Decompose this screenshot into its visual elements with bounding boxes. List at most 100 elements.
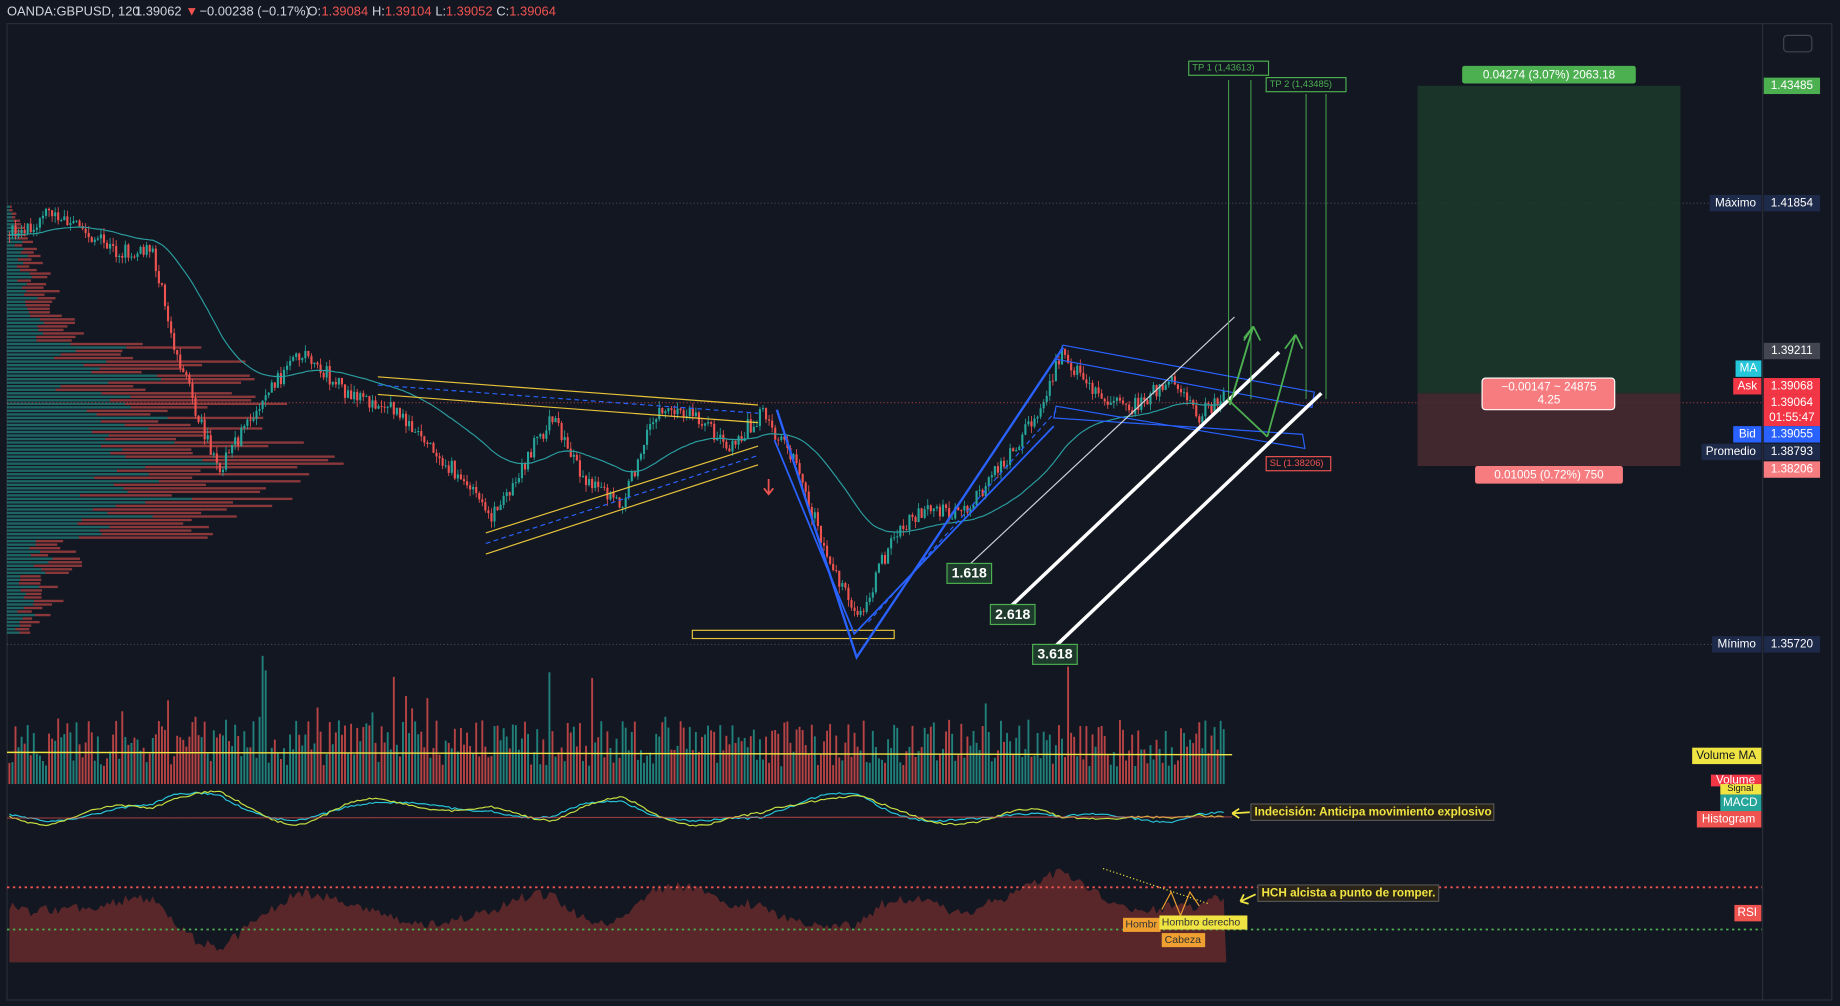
candle-body <box>713 423 716 441</box>
volume-bar <box>90 732 93 785</box>
volume-bar <box>319 731 322 785</box>
volume-profile-row <box>7 370 92 374</box>
volume-profile-row <box>21 286 44 289</box>
axis-tag-box <box>1733 378 1762 395</box>
candle-body <box>1060 349 1064 365</box>
volume-profile-row <box>7 378 162 381</box>
candle-body <box>487 510 490 514</box>
volume-bar <box>591 677 594 785</box>
volume-profile-row <box>7 539 36 543</box>
volume-bar <box>737 737 740 785</box>
volume-profile-row <box>75 349 123 353</box>
candle-body <box>670 408 673 410</box>
candle-body <box>285 365 289 370</box>
toolbar-button[interactable] <box>1783 34 1813 53</box>
volume-bar <box>11 762 14 785</box>
background-layer <box>7 205 1763 963</box>
volume-profile-row <box>7 374 157 377</box>
indicator-tag-box <box>1720 784 1762 795</box>
channel-mid <box>377 384 759 414</box>
volume-profile-row <box>7 385 61 388</box>
candle-body <box>505 492 508 496</box>
tp2-box <box>1265 77 1347 93</box>
volume-bar <box>463 744 465 785</box>
volume-bar <box>935 760 938 785</box>
volume-profile-row <box>23 596 42 599</box>
candle-body <box>1079 365 1082 373</box>
candle-body <box>954 507 957 519</box>
volume-bar <box>762 759 764 785</box>
volume-bar <box>963 757 966 785</box>
candle-body <box>880 554 884 564</box>
volume-bar <box>57 718 60 785</box>
volume-profile-row <box>7 335 37 339</box>
volume-bar <box>914 756 917 785</box>
candle-body <box>221 469 225 473</box>
candle-body <box>1067 354 1070 363</box>
volume-bar <box>106 758 108 785</box>
candle-body <box>963 505 966 511</box>
macd-line <box>9 791 1224 824</box>
candle-body <box>75 220 78 222</box>
candle-body <box>1143 397 1146 401</box>
volume-bar <box>405 696 407 785</box>
axis-label-box <box>1763 394 1821 427</box>
candle-body <box>163 284 167 307</box>
candle-body <box>1118 397 1122 401</box>
volume-bar <box>612 762 615 785</box>
volume-profile-row <box>109 525 209 529</box>
volume-profile-row <box>94 476 193 479</box>
volume-profile-row <box>28 311 50 314</box>
volume-bar <box>1164 730 1167 785</box>
volume-profile-row <box>122 448 192 451</box>
volume-profile-row <box>23 247 37 251</box>
volume-profile-row <box>123 487 266 490</box>
volume-profile-row <box>116 469 201 472</box>
candle-body <box>844 583 847 588</box>
volume-bar <box>380 726 383 785</box>
volume-bar <box>96 736 99 785</box>
volume-bar <box>813 736 816 785</box>
profit-zone <box>1417 85 1681 394</box>
volume-profile-row <box>101 392 232 395</box>
volume-bar <box>636 759 639 785</box>
volume-bar <box>1180 728 1182 785</box>
volume-profile-row <box>96 413 151 416</box>
candle-body <box>527 452 530 470</box>
volume-profile-row <box>7 402 125 406</box>
candle-body <box>941 504 945 517</box>
candle-body <box>224 452 228 470</box>
candle-body <box>960 510 963 512</box>
volume-profile-row <box>7 349 76 353</box>
volume-bar <box>286 764 288 785</box>
volume-profile-row <box>7 483 114 486</box>
volume-bar <box>691 750 694 785</box>
axis-label-box <box>1763 342 1821 360</box>
volume-bar <box>276 753 279 785</box>
volume-profile-row <box>7 286 22 289</box>
volume-bar <box>29 755 32 785</box>
candle-body <box>588 479 591 486</box>
candle-body <box>896 536 899 538</box>
candle-body <box>435 452 438 457</box>
candle-body <box>154 248 157 272</box>
volume-profile-row <box>7 360 107 363</box>
volume-bar <box>142 747 145 785</box>
volume-bar <box>582 761 584 785</box>
volume-bar <box>325 754 328 785</box>
candle-body <box>621 507 624 508</box>
candle-body <box>932 508 935 512</box>
volume-bar <box>313 743 316 785</box>
candle-body <box>343 384 347 398</box>
candle-body <box>1158 384 1161 397</box>
candle-body <box>66 216 69 226</box>
candle-body <box>307 350 310 357</box>
candle-body <box>392 402 395 415</box>
volume-profile-row <box>7 610 18 613</box>
candle-body <box>923 509 926 518</box>
volume-bar <box>1000 720 1002 785</box>
volume-bar <box>575 746 578 785</box>
candle-body <box>166 306 170 322</box>
volume-bar <box>896 727 899 785</box>
volume-profile-row <box>36 335 76 339</box>
